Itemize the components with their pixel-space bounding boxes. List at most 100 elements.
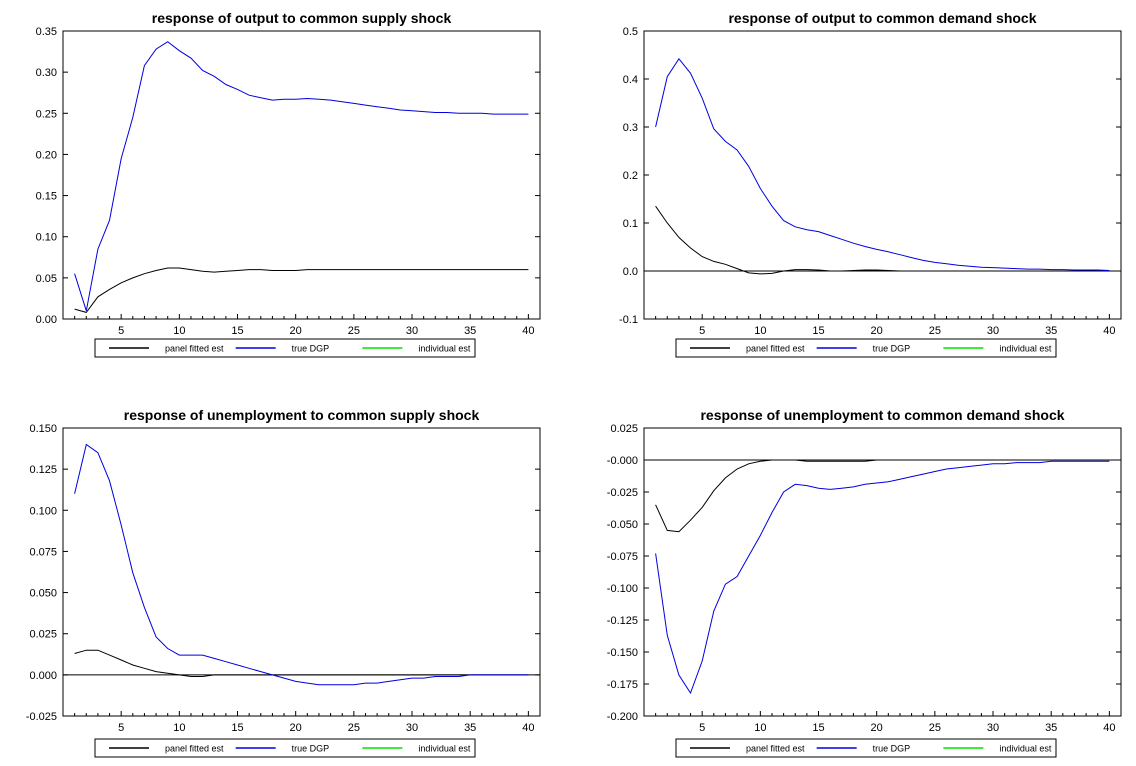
x-tick-label: 10 [754,722,766,734]
series-line [655,460,1110,695]
legend-box [675,738,1057,758]
legend-label: panel fitted est [746,744,805,754]
y-tick-label: -0.200 [607,711,638,723]
x-tick-label: 25 [929,325,941,337]
legend: panel fitted est true DGP individual est [675,738,1057,758]
y-tick-label: -0.025 [607,487,638,499]
chart-title: response of output to common demand shoc… [728,10,1036,26]
x-tick-label: 30 [406,325,418,337]
legend-label: panel fitted est [746,344,805,354]
y-tick-label: 0.100 [29,505,57,517]
legend-label: individual est [418,744,471,754]
series-line [655,459,1110,533]
y-tick-label: -0.1 [619,314,638,326]
y-tick-label: -0.125 [607,615,638,627]
x-tick-label: 5 [699,722,705,734]
series-line [655,57,1110,271]
x-tick-label: 20 [290,325,302,337]
y-tick-label: -0.100 [607,583,638,595]
legend-label: panel fitted est [165,744,224,754]
y-tick-label: -0.025 [26,711,57,723]
x-tick-label: 5 [699,325,705,337]
series-line [74,267,529,313]
legend-box [675,338,1057,358]
legend-label: individual est [999,344,1052,354]
y-tick-label: -0.000 [607,455,638,467]
y-tick-label: 0.025 [29,629,57,641]
x-tick-label: 35 [1045,722,1057,734]
x-tick-label: 40 [522,325,534,337]
legend: panel fitted est true DGP individual est [675,338,1057,358]
x-tick-label: 5 [118,722,124,734]
legend: panel fitted est true DGP individual est [94,338,476,358]
chart-panel: response of output to common supply shoc… [36,10,541,358]
chart-panel: response of output to common demand shoc… [619,10,1122,358]
plot-frame [643,427,1122,717]
legend-label: true DGP [873,344,911,354]
y-tick-label: 0.5 [623,26,638,38]
x-tick-label: 10 [754,325,766,337]
x-tick-label: 30 [987,722,999,734]
x-tick-label: 30 [987,325,999,337]
series-line [74,649,529,677]
legend-label: individual est [999,744,1052,754]
y-tick-label: 0.025 [610,423,638,435]
legend-label: true DGP [292,744,330,754]
x-tick-label: 10 [173,325,185,337]
x-tick-label: 40 [1103,722,1115,734]
y-tick-label: 0.0 [623,266,638,278]
legend: panel fitted est true DGP individual est [94,738,476,758]
y-tick-label: 0.125 [29,464,57,476]
legend-box [94,738,476,758]
chart-title: response of output to common supply shoc… [152,10,452,26]
series-line [74,41,529,311]
y-tick-label: 0.050 [29,588,57,600]
x-tick-label: 15 [231,325,243,337]
chart-title: response of unemployment to common suppl… [124,407,480,423]
x-tick-label: 40 [522,722,534,734]
y-tick-label: -0.175 [607,679,638,691]
y-tick-label: 0.20 [36,149,57,161]
x-tick-label: 25 [348,325,360,337]
plot-frame [643,30,1122,320]
y-tick-label: 0.2 [623,170,638,182]
y-tick-label: 0.00 [36,314,57,326]
x-tick-label: 35 [464,325,476,337]
series-line [655,205,1110,275]
x-tick-label: 20 [871,722,883,734]
x-tick-label: 35 [464,722,476,734]
x-tick-label: 25 [929,722,941,734]
y-tick-label: -0.075 [607,551,638,563]
y-tick-label: 0.1 [623,218,638,230]
y-tick-label: 0.075 [29,546,57,558]
x-tick-label: 5 [118,325,124,337]
y-tick-label: 0.000 [29,670,57,682]
x-tick-label: 15 [812,325,824,337]
y-tick-label: 0.150 [29,423,57,435]
legend-label: individual est [418,344,471,354]
y-tick-label: 0.3 [623,122,638,134]
y-tick-label: 0.10 [36,232,57,244]
legend-label: panel fitted est [165,344,224,354]
x-tick-label: 25 [348,722,360,734]
y-tick-label: 0.30 [36,67,57,79]
x-tick-label: 20 [290,722,302,734]
x-tick-label: 10 [173,722,185,734]
plot-frame [62,30,541,320]
x-tick-label: 30 [406,722,418,734]
legend-box [94,338,476,358]
legend-label: true DGP [292,344,330,354]
legend-label: true DGP [873,744,911,754]
x-tick-label: 20 [871,325,883,337]
chart-title: response of unemployment to common deman… [700,407,1064,423]
y-tick-label: 0.35 [36,26,57,38]
plot-frame [62,427,541,717]
chart-panel: response of unemployment to common deman… [607,407,1122,758]
x-tick-label: 15 [231,722,243,734]
y-tick-label: 0.4 [623,74,638,86]
x-tick-label: 40 [1103,325,1115,337]
series-line [74,443,529,686]
y-tick-label: 0.05 [36,273,57,285]
